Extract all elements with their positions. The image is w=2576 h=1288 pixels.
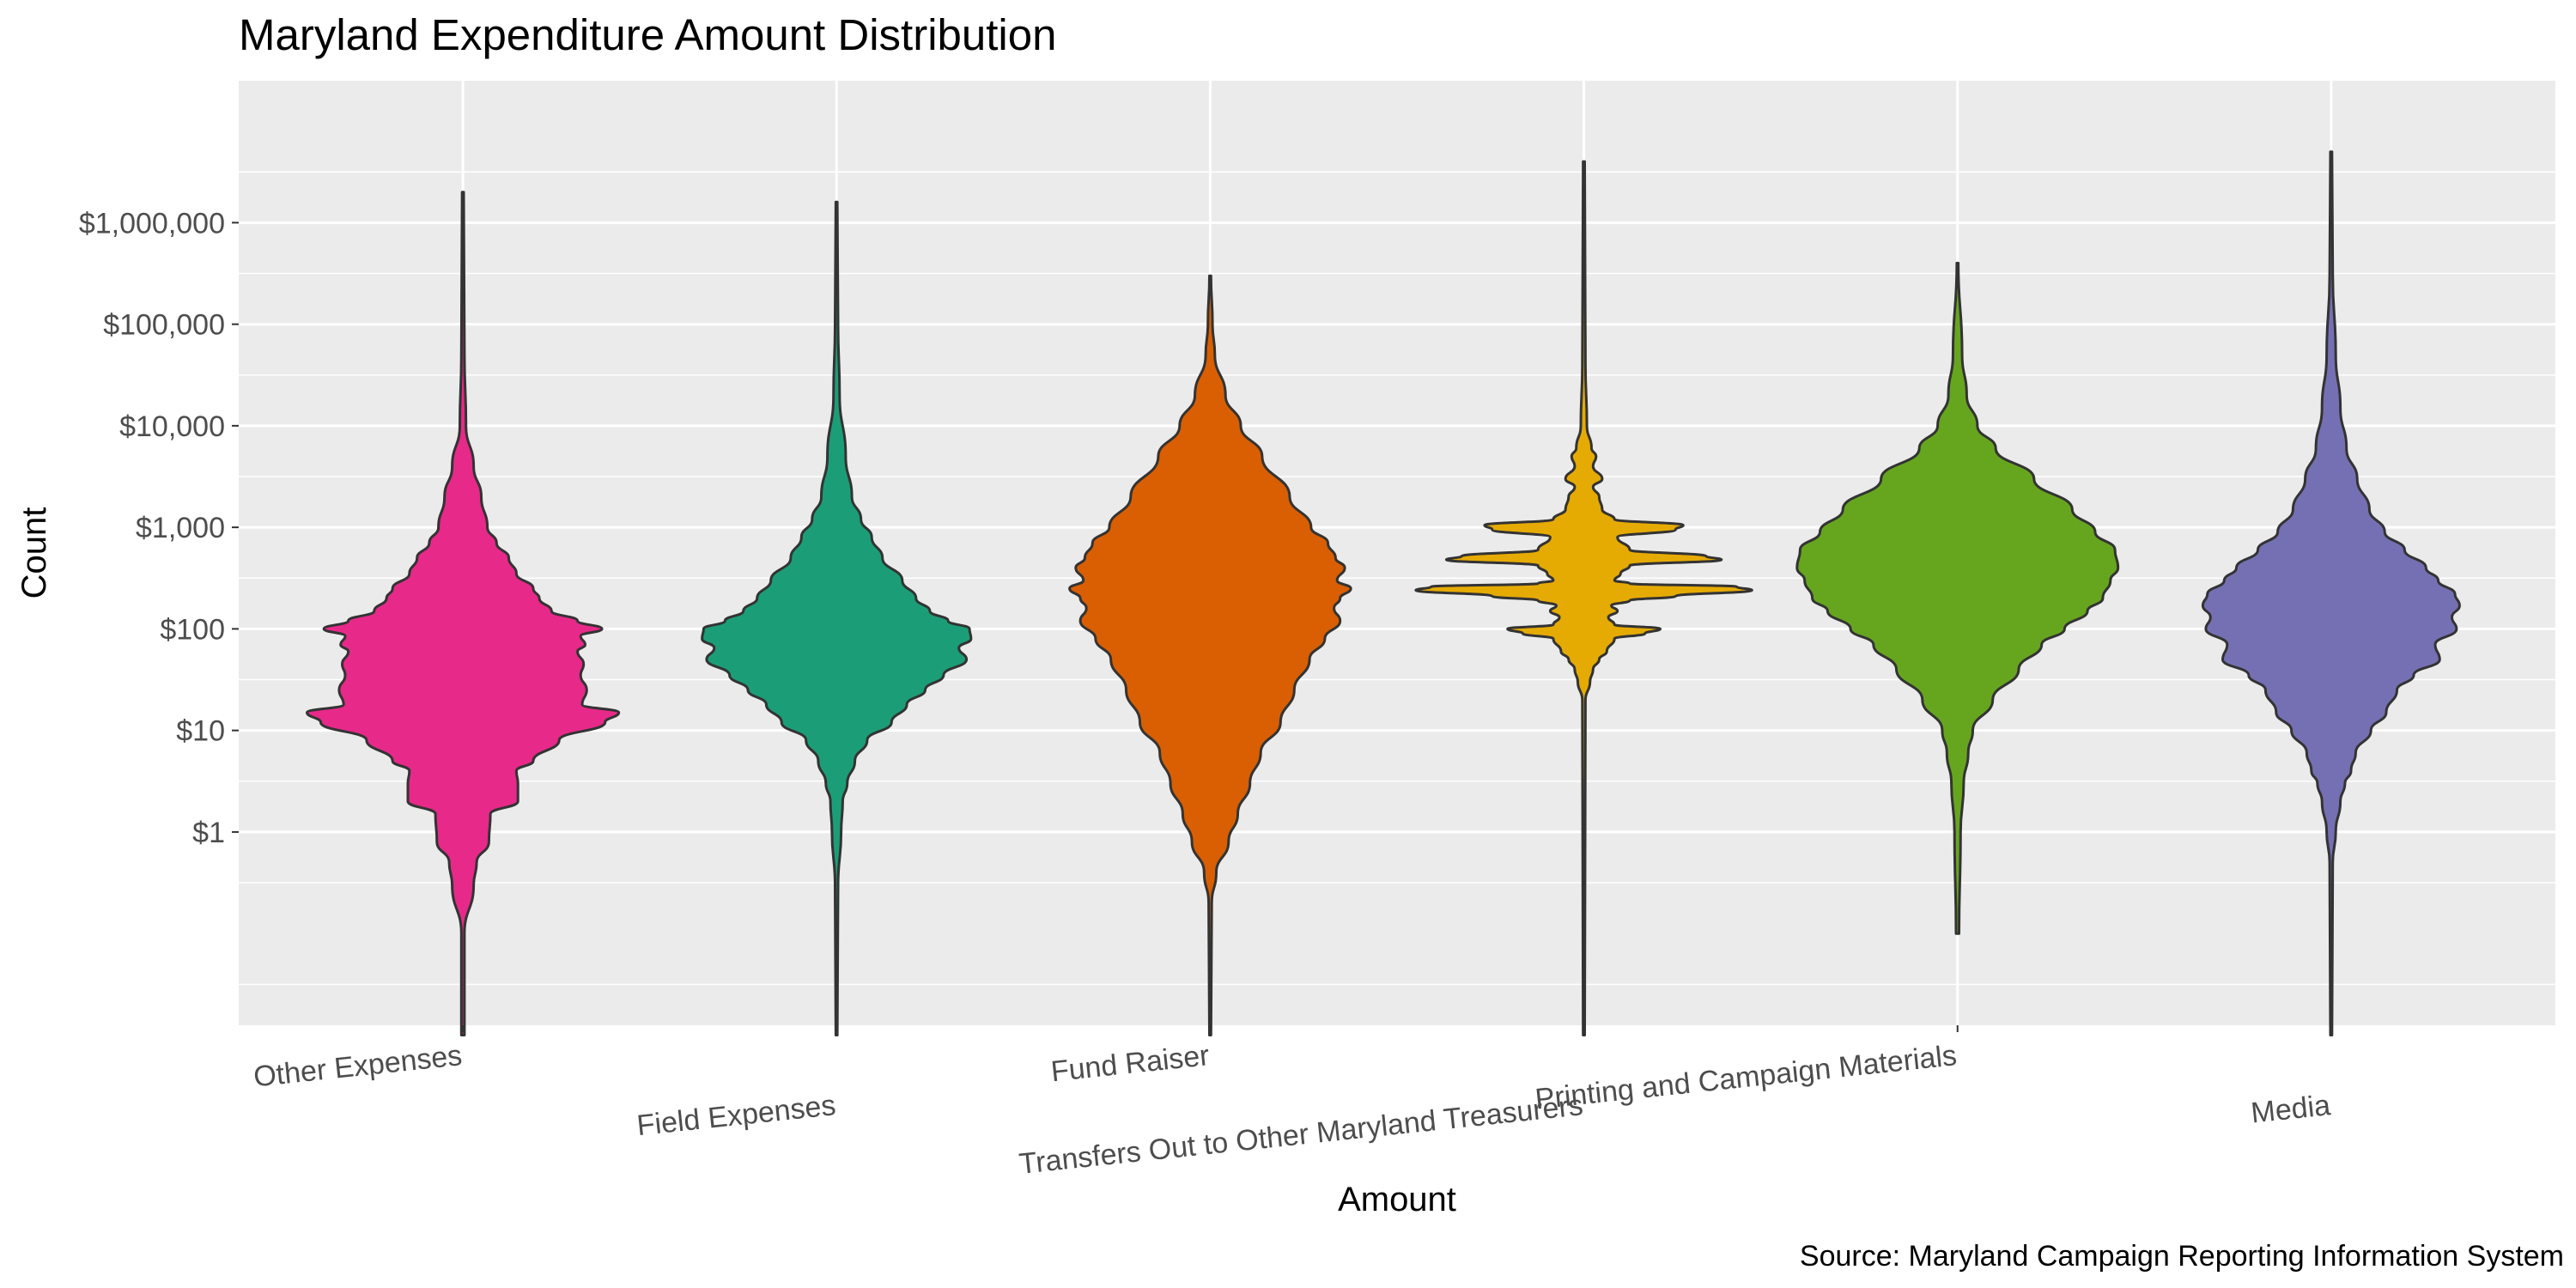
violin-fund-raiser [1068, 274, 1352, 1036]
violins [306, 150, 2461, 1036]
x-tick-label: Media [2250, 1089, 2332, 1129]
y-tick-label: $100 [160, 613, 225, 646]
x-axis-title: Amount [1338, 1181, 1456, 1218]
x-axis: Other Expenses Field Expenses Fund RaiserT… [252, 1025, 2332, 1181]
chart-title: Maryland Expenditure Amount Distribution [239, 10, 1057, 59]
y-axis: $1 $10 $100 $1,000 $10,000 $100,000 $1,000,000 [79, 207, 239, 849]
x-tick-label: Transfers Out to Other Maryland Treasure… [1018, 1089, 1584, 1181]
y-tick-label: $1 [192, 817, 225, 849]
violin-transfers-out-to-other-maryland-treasurers [1414, 160, 1753, 1036]
violin-other-expenses [306, 191, 621, 1036]
y-axis-title: Count [15, 507, 53, 599]
violin-field-expenses [701, 200, 973, 1036]
violin-printing-and-campaign-materials [1795, 261, 2120, 935]
y-tick-label: $10,000 [119, 410, 225, 443]
y-tick-label: $100,000 [103, 309, 225, 342]
violin-media [2201, 150, 2461, 1036]
minor-grid [239, 171, 2555, 986]
x-tick-label: Other Expenses [252, 1039, 463, 1093]
x-tick-label: Fund Raiser [1049, 1039, 1211, 1088]
x-tick-label: Printing and Campaign Materials [1534, 1039, 1959, 1115]
plot-panel [239, 81, 2555, 1025]
y-tick-label: $1,000,000 [79, 207, 225, 240]
y-tick-label: $1,000 [136, 512, 225, 544]
chart-caption: Source: Maryland Campaign Reporting Info… [1800, 1240, 2564, 1273]
y-tick-label: $10 [176, 715, 225, 748]
x-tick-label: Field Expenses [635, 1089, 837, 1142]
